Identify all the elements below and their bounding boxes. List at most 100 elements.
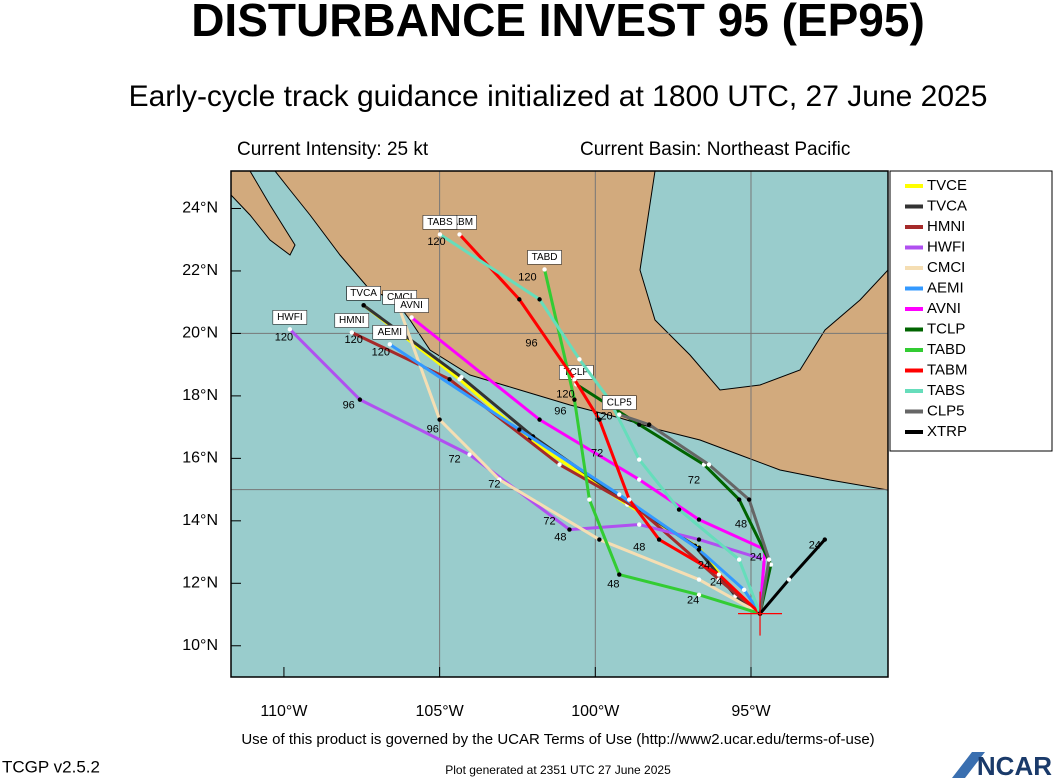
track-point: [627, 497, 632, 502]
track-point: [637, 422, 642, 427]
legend-label: AEMI: [927, 279, 964, 296]
hour-label: 96: [525, 337, 537, 349]
track-label-box: [394, 298, 429, 313]
track-point: [437, 232, 443, 237]
track-point: [361, 303, 366, 308]
hour-label: 24: [809, 539, 821, 551]
intensity: Current Intensity: 25 kt: [237, 139, 429, 160]
legend-label: TVCA: [927, 197, 967, 214]
track-label: CMCI: [387, 292, 413, 303]
track-point: [617, 572, 622, 577]
track-point: [457, 232, 462, 237]
x-tick-label: 95°W: [731, 703, 771, 720]
track-label-box: [372, 325, 408, 340]
track-point: [572, 397, 577, 402]
hour-label: 72: [591, 448, 603, 460]
hour-label: 72: [688, 474, 700, 486]
hour-label: 72: [543, 516, 555, 528]
track-point: [467, 452, 472, 457]
track-line: [288, 328, 766, 614]
track-label: TABM: [446, 217, 473, 228]
legend-label: CMCI: [927, 259, 965, 276]
track-label: TCLP: [564, 367, 590, 378]
hour-label: 120: [556, 389, 574, 401]
track-point: [746, 497, 752, 502]
track-point: [537, 417, 542, 422]
track-point: [637, 522, 642, 527]
track-point: [637, 457, 642, 462]
hour-label: 24: [750, 552, 762, 564]
logo-text: NCAR: [977, 751, 1052, 780]
track-point: [357, 397, 363, 402]
hour-label: 48: [607, 578, 619, 590]
track-label-box: [346, 286, 381, 301]
track-line: [388, 343, 762, 615]
track-point: [696, 517, 702, 522]
track-point: [696, 547, 702, 552]
y-tick-label: 24°N: [182, 200, 218, 217]
hour-label: 48: [735, 518, 747, 530]
y-tick-label: 10°N: [182, 637, 218, 654]
track-point: [437, 417, 442, 422]
track-point: [696, 577, 702, 582]
track-point: [736, 557, 742, 562]
track-point: [587, 497, 592, 502]
track-point: [542, 267, 547, 272]
track-point: [459, 374, 464, 380]
y-tick-label: 14°N: [182, 512, 218, 529]
legend-label: XTRP: [927, 423, 967, 440]
hour-label: 72: [448, 454, 460, 466]
map-frame: [230, 170, 889, 678]
track-line: [458, 233, 762, 615]
track-point: [716, 572, 722, 577]
track-label-box: [527, 250, 562, 265]
track-point: [656, 537, 662, 542]
track-label-box: [334, 313, 370, 328]
title: DISTURBANCE INVEST 95 (EP95): [191, 0, 925, 46]
logo-mark: [952, 752, 985, 778]
track-point: [577, 357, 582, 362]
track-point: [572, 377, 577, 382]
track-label: TABS: [427, 217, 453, 228]
legend-label: HMNI: [927, 218, 965, 235]
subtitle: Early-cycle track guidance initialized a…: [129, 80, 988, 113]
legend-label: TABD: [927, 341, 966, 358]
track-point: [617, 492, 622, 497]
y-tick-label: 12°N: [182, 575, 218, 592]
track-point: [646, 422, 652, 427]
legend-label: AVNI: [927, 300, 961, 317]
track-label-box: [602, 395, 637, 410]
track-point: [387, 342, 393, 347]
track-point: [597, 537, 602, 542]
x-tick-label: 105°W: [416, 703, 465, 720]
track-label: HWFI: [277, 312, 303, 323]
map-area: TVCETVCAHMNIHWFICMCIAEMIAVNITCLPTABDTABM…: [231, 171, 888, 677]
generated: Plot generated at 2351 UTC 27 June 2025: [445, 763, 671, 777]
hour-label: 24: [687, 595, 699, 607]
hour-label: 120: [275, 331, 293, 343]
track-point: [447, 377, 452, 382]
track-point: [557, 462, 562, 467]
hour-label: 48: [554, 532, 566, 544]
track-point: [766, 557, 772, 562]
hour-label: 72: [488, 479, 500, 491]
y-tick-label: 22°N: [182, 262, 218, 279]
x-tick-label: 100°W: [571, 703, 620, 720]
track-label: TABD: [532, 252, 558, 263]
track-point: [676, 507, 682, 512]
hour-label: 96: [427, 424, 439, 436]
terms: Use of this product is governed by the U…: [241, 731, 874, 748]
track-label-box: [272, 310, 308, 325]
logo: NCAR: [952, 751, 1052, 780]
track-label: CLP5: [607, 397, 632, 408]
track-point: [497, 477, 502, 482]
track-point: [537, 297, 542, 302]
hour-label: 120: [518, 271, 536, 283]
hour-label: 120: [427, 236, 445, 248]
track-label: HMNI: [339, 315, 365, 326]
hour-label: 24: [710, 577, 722, 589]
track-label: AVNI: [400, 300, 423, 311]
y-tick-label: 16°N: [182, 450, 218, 467]
basin: Current Basin: Northeast Pacific: [580, 139, 850, 160]
hour-label: 96: [554, 405, 566, 417]
